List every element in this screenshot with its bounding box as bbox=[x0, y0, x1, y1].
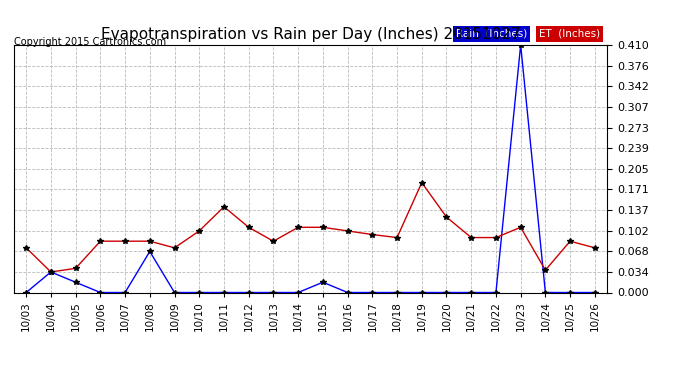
Title: Evapotranspiration vs Rain per Day (Inches) 20151027: Evapotranspiration vs Rain per Day (Inch… bbox=[101, 27, 520, 42]
Text: ET  (Inches): ET (Inches) bbox=[539, 29, 600, 39]
Text: Rain  (Inches): Rain (Inches) bbox=[456, 29, 527, 39]
Text: Copyright 2015 Cartronics.com: Copyright 2015 Cartronics.com bbox=[14, 37, 166, 47]
